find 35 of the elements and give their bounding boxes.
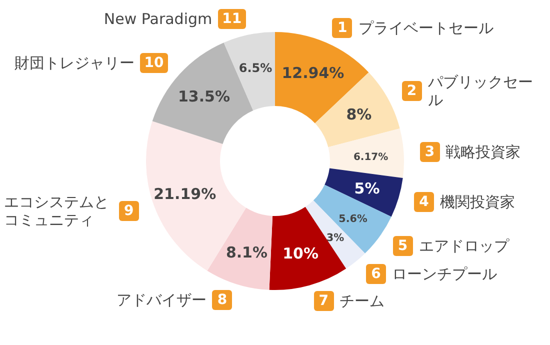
text: 4 bbox=[414, 192, 434, 212]
donut-slice bbox=[328, 128, 404, 178]
slice-label: New Paradigm bbox=[104, 10, 212, 28]
slice-label: 戦略投資家 bbox=[446, 143, 521, 162]
data-label: 10% bbox=[282, 244, 319, 263]
text: 11 bbox=[218, 9, 246, 29]
text: 2 bbox=[402, 80, 422, 101]
text: 8 bbox=[212, 290, 232, 310]
slice-label: チーム bbox=[340, 292, 385, 310]
data-label: 8.1% bbox=[226, 244, 268, 262]
text: 10 bbox=[140, 53, 168, 74]
data-label: 13.5% bbox=[178, 87, 230, 106]
slice-label: エアドロップ bbox=[418, 236, 509, 255]
data-label: 5% bbox=[354, 179, 380, 198]
data-label: 3% bbox=[326, 232, 345, 244]
text: 5 bbox=[392, 236, 413, 256]
donut-slice bbox=[207, 208, 273, 290]
slice-label: 機関投資家 bbox=[440, 193, 515, 212]
text: 3 bbox=[420, 142, 440, 162]
text: 1 bbox=[332, 18, 352, 38]
text: 7 bbox=[314, 290, 334, 311]
data-label: 21.19% bbox=[154, 185, 216, 204]
text: 9 bbox=[118, 200, 139, 221]
data-label: 8% bbox=[346, 105, 372, 124]
slice-label: ローンチプール bbox=[392, 264, 497, 283]
data-label: 12.94% bbox=[282, 64, 344, 82]
slice-label: エコシステムとコミュニティ bbox=[4, 192, 110, 229]
slice-label: 財団トレジャリー bbox=[14, 54, 134, 72]
data-label: 6.5% bbox=[238, 60, 272, 75]
data-label: 5.6% bbox=[338, 212, 368, 225]
data-label: 6.17% bbox=[353, 152, 388, 164]
legend-label: プライベートセール bbox=[358, 18, 494, 37]
text: 6 bbox=[366, 264, 386, 284]
slice-label: パブリックセール bbox=[428, 72, 534, 109]
slice-label: アドバイザー bbox=[116, 290, 206, 309]
